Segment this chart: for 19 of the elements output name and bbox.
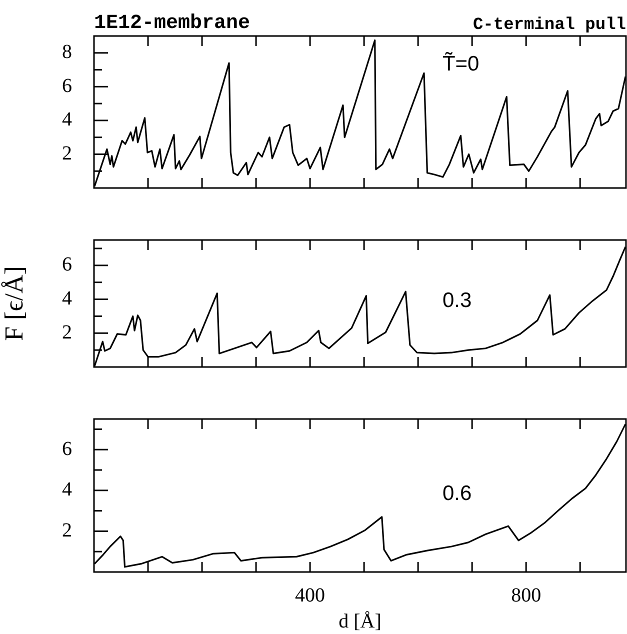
y-tick-label: 6 [62, 254, 72, 276]
y-axis-title: F [ϵ/Å] [0, 266, 28, 341]
annotation: 0.3 [442, 288, 472, 312]
x-axis-title: d [Å] [338, 610, 382, 632]
y-tick-label: 2 [62, 321, 72, 344]
y-tick-label: 4 [62, 108, 72, 131]
annotation: T̃=0 [442, 51, 480, 76]
chart-title: 1E12-membrane [94, 12, 250, 36]
y-tick-label: 4 [62, 478, 72, 501]
y-tick-label: 8 [62, 41, 72, 64]
y-tick-label: 2 [62, 519, 72, 542]
chart-subtitle: C-terminal pull [472, 16, 626, 35]
x-tick-label: 800 [511, 584, 542, 606]
y-tick-label: 2 [62, 142, 72, 164]
y-tick-label: 4 [62, 288, 72, 310]
y-tick-label: 6 [62, 438, 72, 460]
x-tick-label: 400 [295, 584, 326, 606]
y-tick-label: 6 [62, 74, 72, 97]
annotation: 0.6 [442, 482, 472, 505]
